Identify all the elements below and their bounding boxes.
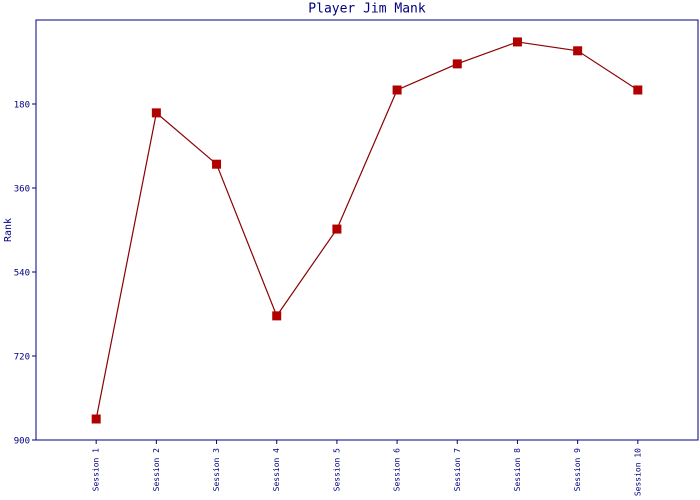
- point-marker: [392, 85, 402, 95]
- point-marker: [212, 159, 222, 169]
- series-line: [95, 41, 639, 420]
- point-marker: [272, 311, 282, 321]
- point-marker: [573, 46, 583, 56]
- point-marker: [452, 59, 462, 69]
- point-marker: [151, 108, 161, 118]
- y-tick-label: 720: [14, 353, 30, 363]
- x-tick-label: Session 9: [573, 448, 582, 492]
- y-tick-label: 540: [14, 269, 30, 279]
- point-marker: [633, 85, 643, 95]
- x-tick-label: Session 5: [332, 448, 341, 492]
- x-tick-label: Session 1: [92, 448, 101, 492]
- x-tick-label: Session 8: [513, 448, 522, 492]
- x-tick-label: Session 6: [393, 448, 402, 492]
- x-tick-label: Session 3: [212, 448, 221, 492]
- x-tick-label: Session 7: [453, 448, 462, 492]
- point-marker: [332, 224, 342, 234]
- point-marker: [512, 37, 522, 47]
- x-tick-label: Session 4: [272, 448, 281, 492]
- x-tick-label: Session 10: [633, 448, 642, 496]
- x-tick-label: Session 2: [152, 448, 161, 492]
- y-tick-label: 360: [14, 185, 30, 195]
- point-marker: [91, 414, 101, 424]
- y-tick-label: 900: [14, 437, 30, 447]
- y-axis-label: Rank: [3, 218, 14, 242]
- y-tick-label: 180: [14, 101, 30, 111]
- plot-frame: [35, 19, 699, 441]
- chart-title: Player Jim Mank: [308, 2, 426, 17]
